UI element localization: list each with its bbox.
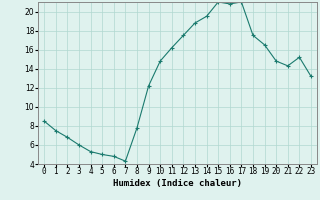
X-axis label: Humidex (Indice chaleur): Humidex (Indice chaleur) xyxy=(113,179,242,188)
